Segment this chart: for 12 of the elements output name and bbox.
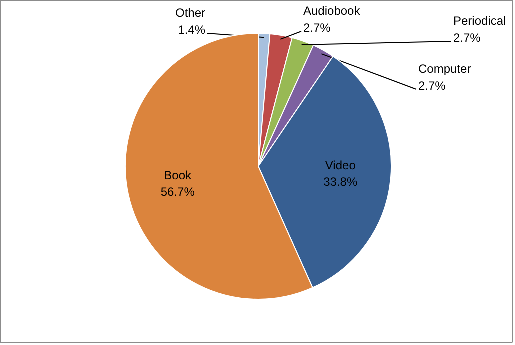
slice-label: Periodical bbox=[454, 14, 506, 28]
slice-label: Computer bbox=[418, 62, 472, 76]
data-label: 2.7% bbox=[454, 30, 482, 45]
data-label: 1.4% bbox=[178, 22, 206, 37]
data-label: 2.7% bbox=[418, 78, 446, 93]
data-label: 33.8% bbox=[324, 175, 358, 190]
data-label: 2.7% bbox=[304, 20, 332, 35]
slice-label: Other bbox=[175, 6, 206, 20]
data-label: 56.7% bbox=[160, 185, 196, 200]
slice-label: Book bbox=[164, 168, 193, 182]
slice-label: Audiobook bbox=[304, 4, 362, 18]
slice-label: Video bbox=[325, 158, 356, 172]
